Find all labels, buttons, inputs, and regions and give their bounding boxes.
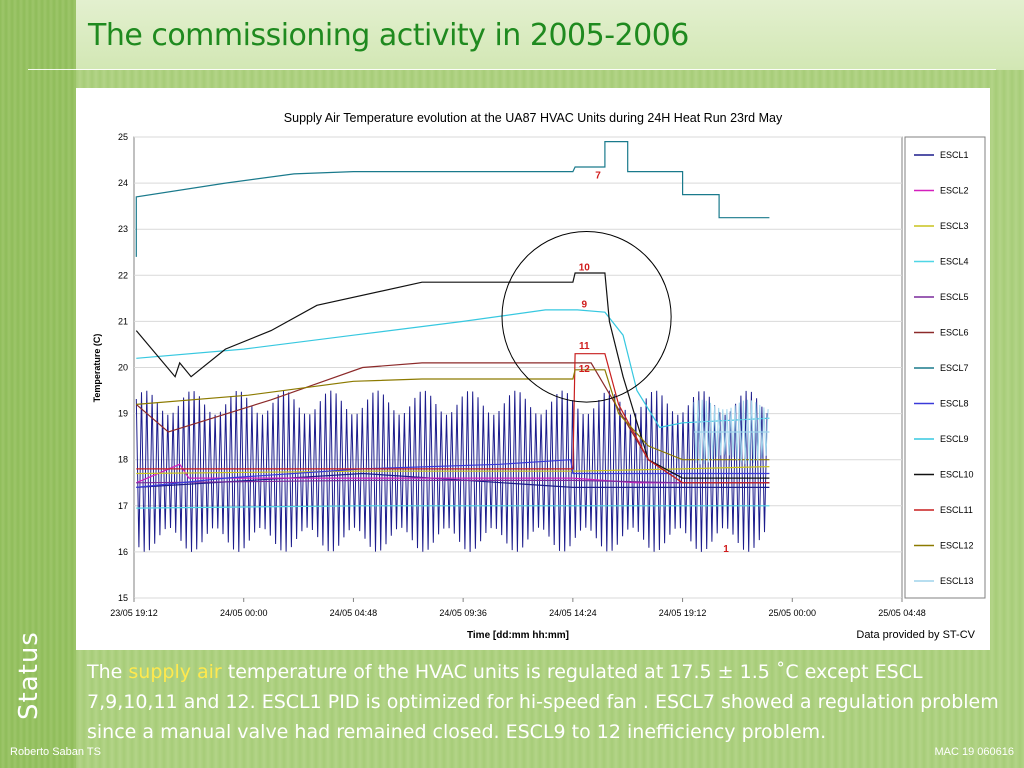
series-line-escl12	[136, 369, 770, 461]
side-strip	[0, 0, 76, 768]
y-tick-labels: 15 16 17 18 19 20 21 22 23 24 25	[118, 132, 128, 603]
x-tick-labels: 23/05 19:12 24/05 00:00 24/05 04:48 24/05 0…	[110, 598, 926, 618]
series-line-escl2	[136, 463, 770, 484]
y-tick-label: 23	[118, 224, 128, 234]
series-line-escl8	[136, 459, 770, 488]
annotation-label: 7	[595, 170, 601, 181]
series-line-escl7	[135, 141, 770, 257]
y-tick-label: 22	[118, 270, 128, 280]
annotations: 7 10 9 11 12 1	[501, 170, 729, 555]
legend-label: ESCL13	[940, 576, 974, 586]
x-tick-label: 25/05 00:00	[769, 608, 817, 618]
slide-title: The commissioning activity in 2005-2006	[88, 18, 689, 53]
x-tick-label: 24/05 04:48	[330, 608, 378, 618]
y-tick-label: 25	[118, 132, 128, 142]
y-tick-label: 21	[118, 316, 128, 326]
legend-label: ESCL4	[940, 257, 969, 267]
x-tick-label: 25/05 04:48	[878, 608, 926, 618]
y-tick-label: 16	[118, 547, 128, 557]
y-tick-label: 24	[118, 178, 128, 188]
legend-label: ESCL5	[940, 292, 969, 302]
title-divider	[28, 69, 996, 70]
annotation-label: 1	[723, 544, 729, 555]
grid-lines	[134, 136, 902, 599]
temperature-chart: Supply Air Temperature evolution at the …	[92, 111, 986, 641]
caption-highlight: supply air	[128, 661, 222, 683]
section-label: Status	[14, 631, 44, 720]
chart-title: Supply Air Temperature evolution at the …	[284, 111, 783, 125]
y-tick-label: 15	[118, 593, 128, 603]
x-tick-label: 24/05 19:12	[659, 608, 707, 618]
footer-reference: MAC 19 060616	[934, 746, 1015, 758]
legend-label: ESCL6	[940, 328, 969, 338]
series-line-escl4	[136, 505, 770, 509]
legend-label: ESCL1	[940, 150, 969, 160]
source-note: Data provided by ST-CV	[856, 629, 975, 641]
y-tick-label: 18	[118, 455, 128, 465]
x-tick-label: 23/05 19:12	[110, 608, 158, 618]
caption-body: temperature of the HVAC units is regulat…	[87, 661, 999, 743]
y-tick-label: 20	[118, 363, 128, 373]
slide-caption: The supply air temperature of the HVAC u…	[87, 657, 1007, 747]
series-line-escl13-oscillation	[693, 399, 769, 465]
series-line-escl9	[136, 309, 770, 429]
series-line-escl1-oscillation	[135, 390, 768, 552]
series-line-escl10	[135, 272, 770, 479]
series-lines	[135, 141, 770, 552]
highlight-circle	[501, 231, 672, 403]
annotation-label: 10	[579, 263, 591, 274]
x-tick-label: 24/05 14:24	[549, 608, 597, 618]
x-axis-label: Time [dd:mm hh:mm]	[467, 630, 569, 641]
title-band	[76, 0, 1024, 70]
y-tick-label: 19	[118, 409, 128, 419]
legend-label: ESCL10	[940, 470, 974, 480]
annotation-label: 11	[579, 341, 590, 352]
y-tick-label: 17	[118, 501, 128, 511]
y-axis-label: Temperature (C)	[92, 334, 102, 403]
legend-label: ESCL2	[940, 186, 969, 196]
legend-label: ESCL8	[940, 399, 969, 409]
footer-author: Roberto Saban TS	[10, 746, 101, 758]
series-line-escl11	[136, 353, 770, 484]
caption-prefix: The	[87, 661, 129, 683]
x-tick-label: 24/05 09:36	[439, 608, 487, 618]
legend-label: ESCL12	[940, 541, 974, 551]
legend-label: ESCL3	[940, 221, 969, 231]
legend-label: ESCL7	[940, 363, 969, 373]
chart-panel: Supply Air Temperature evolution at the …	[76, 88, 990, 650]
legend-label: ESCL9	[940, 434, 969, 444]
legend-label: ESCL11	[940, 505, 973, 515]
annotation-label: 12	[579, 364, 591, 375]
legend: ESCL1 ESCL2 ESCL3 ESCL4 ESCL5 ESCL6 ESCL7 ESCL8…	[914, 150, 974, 586]
x-tick-label: 24/05 00:00	[220, 608, 268, 618]
annotation-label: 9	[582, 300, 588, 311]
